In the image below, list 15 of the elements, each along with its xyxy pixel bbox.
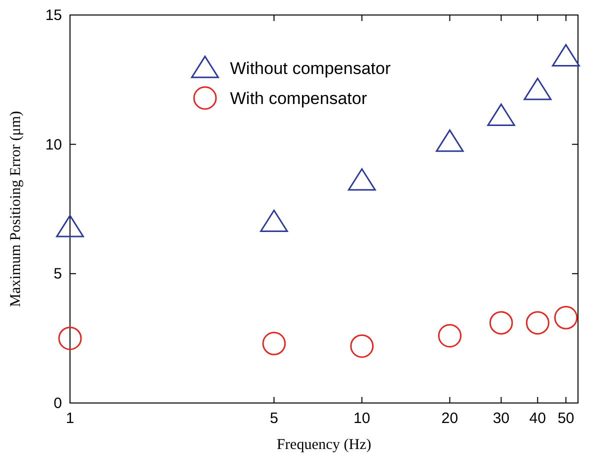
x-axis-title: Frequency (Hz) xyxy=(276,437,372,453)
legend-label: Without compensator xyxy=(230,59,391,78)
x-tick-label: 50 xyxy=(558,410,574,427)
x-tick-label: 40 xyxy=(529,410,546,427)
y-tick-label: 15 xyxy=(45,7,62,24)
y-tick-label: 5 xyxy=(54,266,62,283)
y-axis-title: Maximum Positioing Error (μm) xyxy=(8,111,24,307)
y-tick-label: 10 xyxy=(45,136,62,154)
x-tick-label: 20 xyxy=(441,410,458,427)
x-tick-label: 30 xyxy=(492,410,510,427)
legend-label: With compensator xyxy=(230,89,368,108)
y-tick-label: 0 xyxy=(54,395,62,412)
x-tick-label: 5 xyxy=(270,410,278,427)
x-tick-label: 1 xyxy=(66,410,74,427)
x-tick-label: 10 xyxy=(354,410,370,427)
